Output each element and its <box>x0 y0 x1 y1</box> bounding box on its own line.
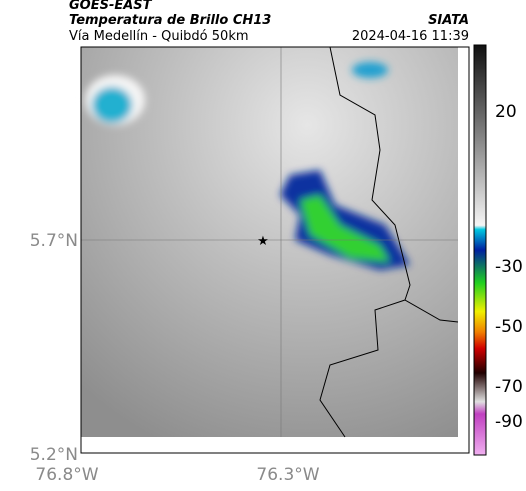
subtitle: Vía Medellín - Quibdó 50km <box>69 29 249 44</box>
title: Temperatura de Brillo CH13 <box>69 13 271 28</box>
colorbar-tick: 20 <box>495 102 517 122</box>
agency: SIATA <box>428 13 469 28</box>
x-label: 76.8°W <box>35 465 98 485</box>
source: GOES-EAST <box>69 0 153 13</box>
colorbar <box>473 44 487 456</box>
colorbar-tick: -70 <box>495 377 523 397</box>
colorbar-tick: -90 <box>495 412 523 432</box>
svg-text:★: ★ <box>257 234 269 249</box>
map-frame <box>80 46 470 454</box>
y-label: 5.2°N <box>30 445 78 465</box>
y-label: 5.7°N <box>30 231 78 251</box>
colorbar-tick: -50 <box>495 317 523 337</box>
timestamp: 2024-04-16 11:39 <box>352 29 469 44</box>
colorbar-tick: -30 <box>495 257 523 277</box>
satellite-image: ★ <box>81 46 459 438</box>
x-label: 76.3°W <box>256 465 319 485</box>
